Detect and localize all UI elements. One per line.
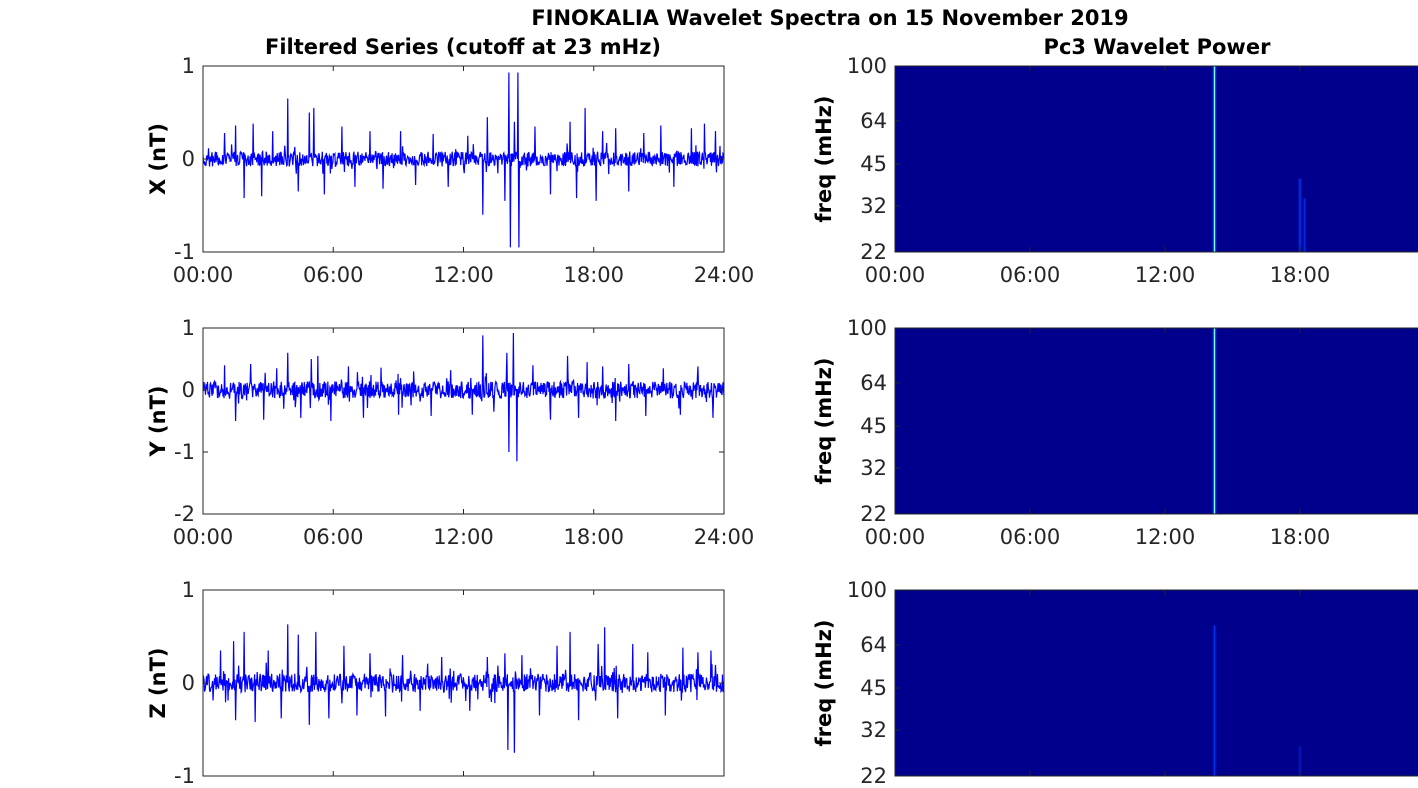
y-axis-label: freq (mHz) bbox=[812, 620, 836, 747]
spectrogram-features bbox=[1212, 625, 1302, 776]
spectrogram-background bbox=[895, 590, 1418, 776]
x-tick-label: 00:00 bbox=[173, 525, 234, 549]
x-tick-label: 12:00 bbox=[1135, 525, 1196, 549]
x-tick-label: 00:00 bbox=[865, 263, 926, 287]
power-feature-3 bbox=[1303, 198, 1306, 252]
x-tick-label: 18:00 bbox=[563, 525, 624, 549]
x-tick-label: 06:00 bbox=[303, 525, 364, 549]
x-tick-label: 06:00 bbox=[1000, 263, 1061, 287]
left-column-title: Filtered Series (cutoff at 23 mHz) bbox=[265, 35, 661, 59]
y-tick-label: 100 bbox=[847, 578, 887, 602]
y-tick-label: 1 bbox=[182, 54, 195, 78]
y-axis-label: Y (nT) bbox=[146, 386, 170, 458]
x-tick-label: 18:00 bbox=[563, 263, 624, 287]
y-tick-label: 32 bbox=[860, 718, 887, 742]
x-tick-label: 18:00 bbox=[1270, 263, 1331, 287]
x-tick-label: 06:00 bbox=[303, 263, 364, 287]
x-tick-label: 24:00 bbox=[694, 525, 755, 549]
y-tick-label: 45 bbox=[860, 152, 887, 176]
x-tick-label: 00:00 bbox=[173, 263, 234, 287]
y-tick-label: 100 bbox=[847, 54, 887, 78]
chart-panel-2: 00:00 06:00 12:00 18:00 24:00 1 0 -1 -2 Y (nT) bbox=[146, 316, 754, 549]
figure-title: FINOKALIA Wavelet Spectra on 15 November… bbox=[531, 6, 1128, 30]
y-tick-label: 22 bbox=[860, 502, 887, 526]
x-tick-label: 24:00 bbox=[694, 263, 755, 287]
spectrogram-features bbox=[1212, 328, 1217, 514]
chart-panel-1: 00:00 06:00 12:00 18:00 24:00 1 0 -1 X (nT) bbox=[146, 54, 754, 287]
power-feature-1 bbox=[1213, 328, 1216, 514]
plot-background bbox=[203, 328, 724, 514]
y-tick-label: -1 bbox=[174, 440, 195, 464]
x-tick-label: 12:00 bbox=[1135, 263, 1196, 287]
power-feature-1 bbox=[1213, 625, 1216, 776]
right-column-title: Pc3 Wavelet Power bbox=[1044, 35, 1272, 59]
spectrogram-background bbox=[895, 66, 1418, 252]
chart-panel-3: 1 0 -1 Z (nT) bbox=[146, 578, 725, 788]
x-tick-label: 12:00 bbox=[433, 263, 494, 287]
y-tick-label: 32 bbox=[860, 456, 887, 480]
x-tick-label: 00:00 bbox=[865, 525, 926, 549]
y-tick-label: 64 bbox=[860, 371, 887, 395]
y-tick-label: 0 bbox=[182, 671, 195, 695]
power-feature-2 bbox=[1299, 178, 1301, 252]
y-tick-label: 22 bbox=[860, 764, 887, 788]
series-line bbox=[203, 72, 724, 248]
spectrogram-background bbox=[895, 328, 1418, 514]
y-tick-label: 64 bbox=[860, 109, 887, 133]
y-tick-label: 0 bbox=[182, 378, 195, 402]
y-tick-label: 45 bbox=[860, 414, 887, 438]
y-axis-label: freq (mHz) bbox=[812, 96, 836, 223]
y-tick-label: 64 bbox=[860, 633, 887, 657]
power-feature-glow-2 bbox=[1298, 746, 1302, 776]
power-feature-2 bbox=[1299, 746, 1301, 776]
y-axis-label: freq (mHz) bbox=[812, 358, 836, 485]
y-tick-label: 100 bbox=[847, 316, 887, 340]
x-tick-label: 12:00 bbox=[433, 525, 494, 549]
spectrogram-features bbox=[1212, 66, 1307, 252]
chart-panel-6: 100 64 45 32 22 freq (mHz) bbox=[812, 578, 1418, 788]
x-tick-label: 06:00 bbox=[1000, 525, 1061, 549]
y-tick-label: -2 bbox=[174, 502, 195, 526]
y-tick-label: -1 bbox=[174, 240, 195, 264]
y-tick-label: 32 bbox=[860, 194, 887, 218]
x-tick-label: 18:00 bbox=[1270, 525, 1331, 549]
y-axis-label: X (nT) bbox=[146, 123, 170, 195]
y-tick-label: -1 bbox=[174, 764, 195, 788]
y-tick-label: 1 bbox=[182, 578, 195, 602]
y-tick-label: 1 bbox=[182, 316, 195, 340]
y-tick-label: 45 bbox=[860, 676, 887, 700]
y-tick-label: 0 bbox=[182, 147, 195, 171]
power-feature-1 bbox=[1213, 66, 1216, 252]
y-axis-label: Z (nT) bbox=[146, 647, 170, 718]
series-line bbox=[203, 332, 724, 462]
series-line bbox=[203, 624, 724, 753]
y-tick-label: 22 bbox=[860, 240, 887, 264]
